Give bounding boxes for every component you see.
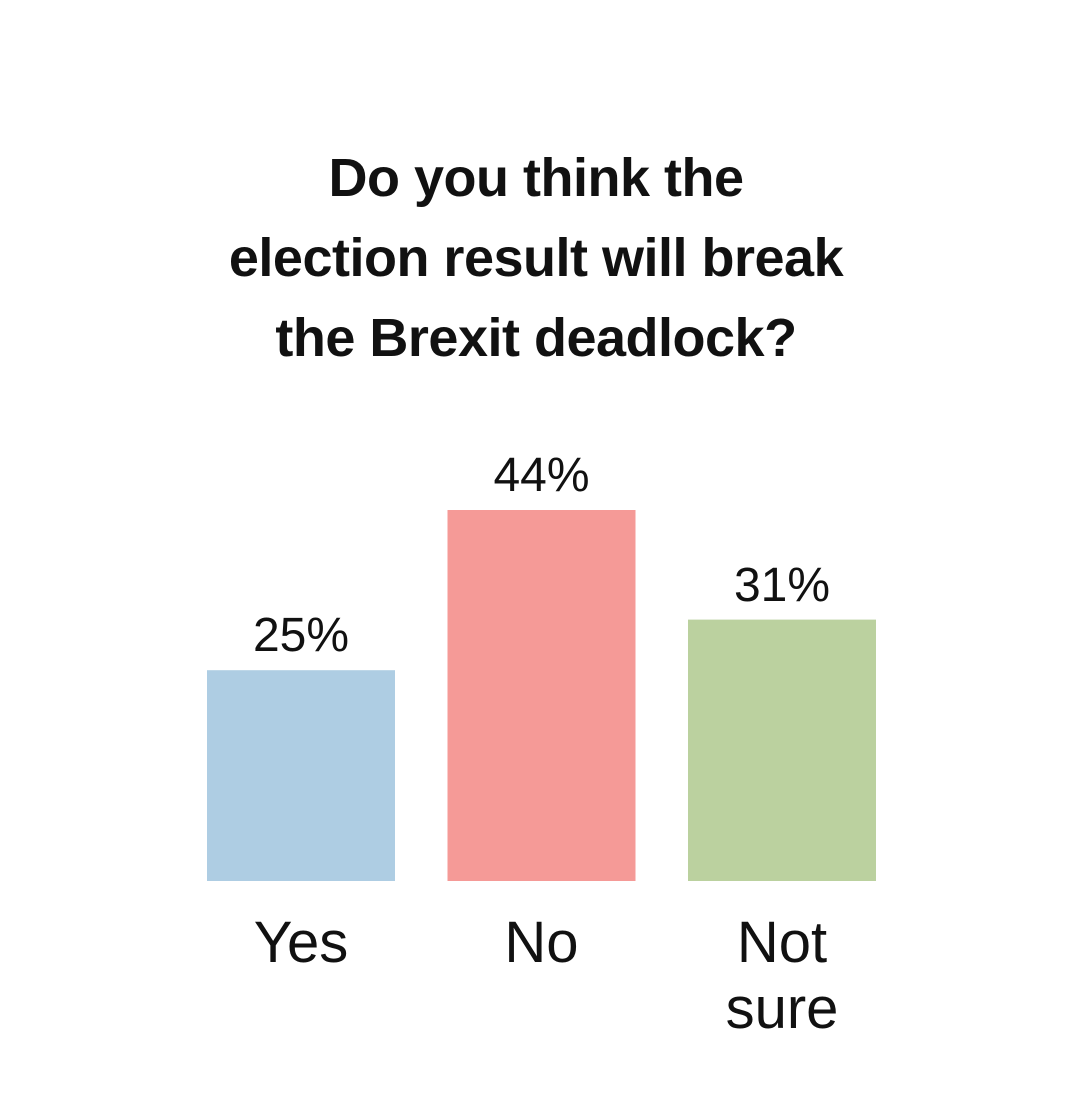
x-tick-label: Not sure xyxy=(725,910,839,1041)
value-label: 44% xyxy=(493,449,590,502)
bar xyxy=(447,510,636,881)
x-tick-label: No xyxy=(504,910,579,975)
chart-title: Do you think the election result will br… xyxy=(228,148,844,368)
bar xyxy=(207,670,395,881)
x-tick-label: Yes xyxy=(253,910,349,975)
bar xyxy=(688,619,876,881)
value-label: 31% xyxy=(733,558,831,612)
value-label: 25% xyxy=(252,609,350,663)
